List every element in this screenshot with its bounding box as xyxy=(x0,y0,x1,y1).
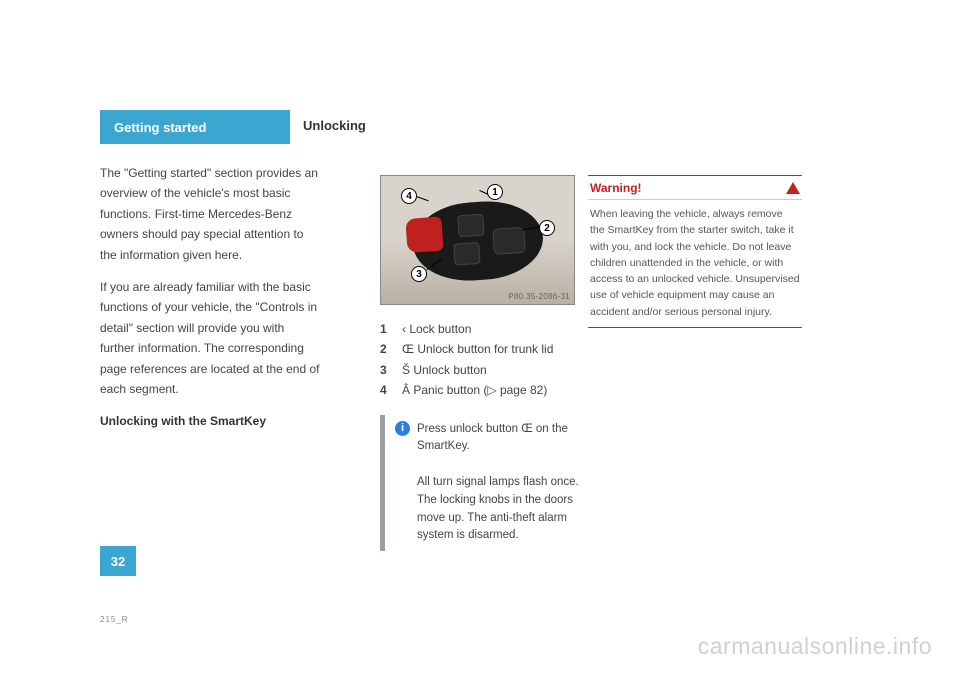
book-code: 215_R xyxy=(100,615,129,624)
section-subtitle: Unlocking xyxy=(303,118,366,133)
column-middle: 1 2 3 4 P80.35-2086-31 1‹ Lock button 2Œ… xyxy=(380,175,600,551)
section-tab: Getting started xyxy=(100,110,290,144)
subheading-unlocking-smartkey: Unlocking with the SmartKey xyxy=(100,411,322,431)
callout-4: 4 xyxy=(401,188,417,204)
legend-2: Œ Unlock button for trunk lid xyxy=(402,339,553,359)
legend-1: ‹ Lock button xyxy=(402,319,471,339)
warning-box: Warning! When leaving the vehicle, alway… xyxy=(588,175,802,328)
page-number: 32 xyxy=(100,546,136,576)
watermark: carmanualsonline.info xyxy=(698,633,932,660)
figure-legend: 1‹ Lock button 2Œ Unlock button for trun… xyxy=(380,319,600,401)
warning-icon xyxy=(786,182,800,194)
info-icon: i xyxy=(395,421,410,436)
legend-3: Š Unlock button xyxy=(402,360,487,380)
note-line2: All turn signal lamps flash once. The lo… xyxy=(417,476,579,541)
callout-3: 3 xyxy=(411,266,427,282)
warning-body: When leaving the vehicle, always remove … xyxy=(588,200,802,327)
page: Getting started Unlocking The "Getting s… xyxy=(0,0,960,678)
smartkey-figure: 1 2 3 4 P80.35-2086-31 xyxy=(380,175,575,305)
callout-1: 1 xyxy=(487,184,503,200)
warning-title: Warning! xyxy=(590,181,642,195)
column-left: The "Getting started" section provides a… xyxy=(100,163,322,444)
note-line1: Press unlock button Œ on the SmartKey. xyxy=(417,423,568,453)
intro-p1: The "Getting started" section provides a… xyxy=(100,163,322,265)
legend-4: Â Panic button (▷ page 82) xyxy=(402,380,547,400)
figure-code: P80.35-2086-31 xyxy=(508,292,570,301)
intro-p2: If you are already familiar with the bas… xyxy=(100,277,322,399)
callout-2: 2 xyxy=(539,220,555,236)
note-box: i Press unlock button Œ on the SmartKey.… xyxy=(380,415,600,552)
